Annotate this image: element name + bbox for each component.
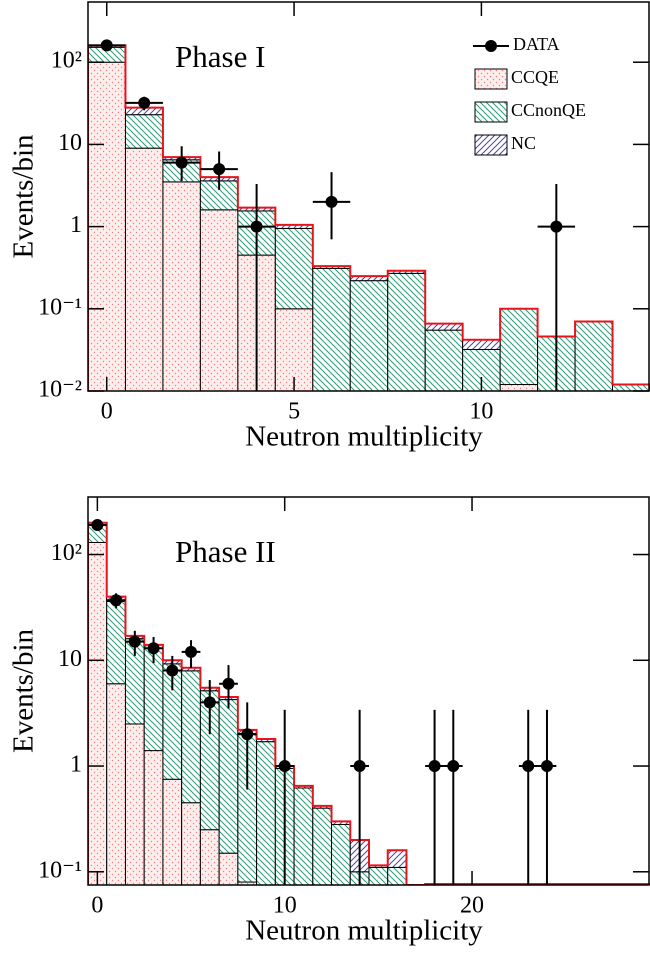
y-tick-label: 10² (51, 540, 82, 566)
y-tick-label: 10 (58, 646, 82, 672)
histogram-segment (181, 802, 201, 885)
histogram-segment (387, 866, 407, 885)
x-tick-label: 0 (101, 399, 113, 425)
y-tick-label: 1 (70, 752, 82, 778)
data-point (100, 39, 113, 52)
y-tick-label: 10 (58, 130, 82, 156)
histogram-segment (274, 227, 314, 310)
data-point (278, 760, 291, 773)
annotation: Phase II (175, 534, 276, 569)
histogram-segment (162, 181, 201, 391)
data-point (540, 760, 553, 773)
histogram-segment (106, 600, 126, 685)
histogram-segment (199, 209, 239, 391)
histogram-segment (199, 180, 239, 211)
histogram-segment (349, 280, 389, 391)
data-point (185, 645, 198, 658)
histogram-segment (218, 852, 239, 885)
data-point (353, 760, 366, 773)
histogram-segment (181, 670, 201, 804)
histogram-segment (424, 329, 464, 391)
axes-frame (87, 1, 650, 392)
legend-swatch (474, 68, 508, 90)
y-axis-label: Events/bin (8, 628, 40, 753)
histogram-segment (387, 849, 407, 868)
legend-swatch (474, 101, 508, 123)
total-outline (88, 44, 650, 391)
histogram-segment (312, 807, 333, 885)
histogram-segment (218, 699, 239, 854)
histogram-segment (88, 541, 108, 885)
data-point (138, 96, 151, 109)
data-point (110, 594, 123, 607)
y-tick-label: 1 (70, 212, 82, 238)
histogram-segment (162, 778, 183, 885)
total-outline (88, 521, 650, 885)
histogram-segment (462, 339, 501, 350)
histogram-segment (499, 308, 539, 385)
annotation: Phase I (175, 39, 265, 74)
data-point (222, 677, 235, 690)
histogram-segment (293, 787, 314, 885)
x-tick-label: 5 (288, 399, 300, 425)
x-tick-label: 10 (273, 893, 297, 919)
histogram-segment (124, 114, 164, 149)
histogram-segment (499, 383, 539, 391)
x-axis-label: Neutron multiplicity (245, 915, 483, 947)
data-point (213, 163, 226, 176)
histogram-segment (368, 866, 389, 885)
plot-area (88, 519, 650, 885)
data-point (550, 220, 563, 233)
x-axis-label: Neutron multiplicity (245, 421, 483, 453)
data-point (175, 156, 188, 169)
data-point (241, 728, 254, 741)
legend-label: CCnonQE (511, 100, 586, 120)
data-point (203, 696, 216, 709)
histogram-segment (106, 683, 126, 885)
legend-swatch (474, 134, 508, 156)
data-point (325, 195, 338, 208)
histogram-segment (124, 147, 164, 391)
data-point (147, 642, 160, 655)
data-point (447, 760, 460, 773)
histogram-segment (199, 829, 220, 885)
y-tick-label: 10⁻¹ (38, 294, 82, 320)
histogram-segment (124, 723, 145, 885)
y-tick-label: 10² (51, 48, 82, 74)
x-tick-label: 10 (469, 399, 493, 425)
histogram-segment (143, 647, 164, 752)
plot-area (88, 39, 650, 391)
x-tick-label: 0 (91, 893, 103, 919)
histogram-segment (312, 267, 351, 391)
histogram-segment (387, 272, 426, 391)
legend-marker (485, 40, 497, 52)
histogram-segment (331, 824, 351, 885)
legend-label: NC (511, 133, 536, 153)
axes-frame (87, 496, 650, 886)
data-point (250, 220, 263, 233)
data-point (522, 760, 535, 773)
legend-label: CCQE (511, 67, 559, 87)
data-point (428, 760, 441, 773)
y-axis-label: Events/bin (8, 134, 40, 259)
histogram-segment (574, 321, 614, 391)
y-tick-label: 10⁻¹ (38, 857, 82, 883)
histogram-segment (143, 750, 164, 885)
histogram-segment (256, 741, 276, 885)
legend-label: DATA (513, 34, 560, 54)
x-tick-label: 20 (460, 893, 484, 919)
y-tick-label: 10⁻² (38, 377, 82, 403)
data-point (166, 664, 179, 677)
data-point (91, 519, 104, 532)
data-point (128, 635, 141, 648)
